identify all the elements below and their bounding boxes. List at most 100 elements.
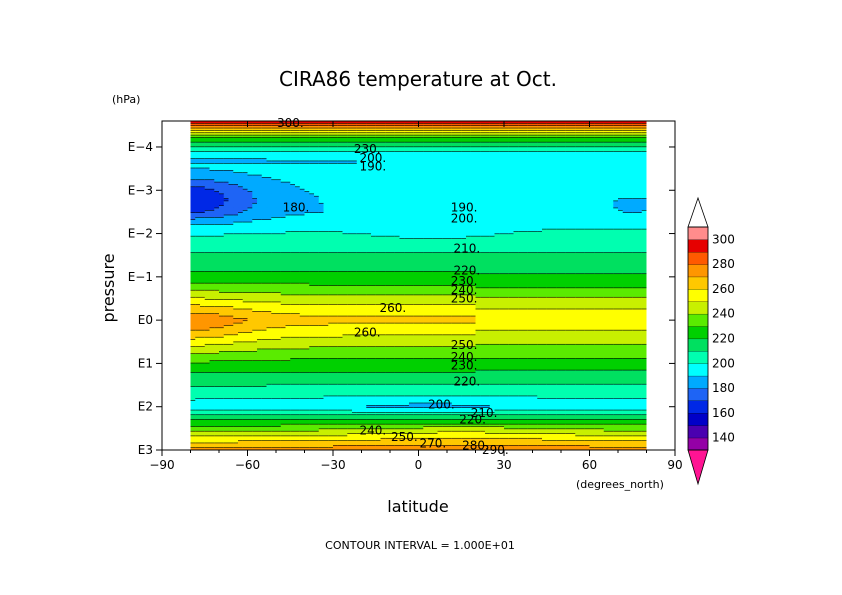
field-cell — [214, 130, 220, 134]
field-cell — [561, 123, 567, 127]
field-cell — [622, 137, 629, 141]
field-cell — [575, 128, 581, 131]
field-cell — [513, 130, 519, 134]
field-cell — [551, 125, 557, 129]
field-cell — [622, 132, 629, 136]
field-cell — [361, 139, 367, 143]
field-cell — [532, 125, 538, 129]
field-cell — [456, 137, 462, 141]
field-cell — [537, 130, 543, 134]
field-cell — [290, 130, 296, 134]
field-cell — [480, 130, 486, 134]
field-cell — [261, 139, 268, 143]
field-cell — [214, 137, 220, 141]
field-cell — [195, 130, 201, 134]
field-cell — [209, 137, 215, 141]
field-cell — [608, 139, 614, 143]
field-cell — [257, 123, 263, 127]
field-cell — [580, 135, 586, 139]
field-cell — [518, 123, 524, 127]
field-cell — [513, 139, 519, 143]
field-cell — [333, 121, 339, 124]
field-cell — [219, 142, 225, 146]
field-cell — [561, 135, 567, 139]
field-cell — [276, 130, 282, 134]
field-cell — [637, 125, 643, 129]
field-cell — [375, 130, 382, 134]
field-cell — [622, 139, 629, 143]
field-cell — [437, 125, 443, 129]
field-cell — [200, 130, 206, 134]
field-cell — [404, 137, 410, 141]
field-cell — [371, 139, 377, 143]
field-cell — [480, 137, 486, 141]
field-cell — [219, 132, 225, 136]
field-cell — [200, 121, 206, 124]
field-cell — [328, 128, 334, 131]
field-cell — [413, 135, 420, 139]
field-cell — [285, 132, 291, 136]
field-cell — [318, 125, 325, 129]
field-cell — [261, 128, 268, 131]
field-cell — [361, 125, 367, 129]
field-cell — [580, 142, 586, 146]
field-cell — [352, 139, 358, 143]
field-cell — [499, 128, 505, 131]
field-cell — [499, 121, 505, 124]
field-cell — [352, 142, 358, 146]
field-cell — [371, 121, 377, 124]
field-cell — [238, 135, 244, 139]
field-cell — [266, 121, 272, 124]
field-cell — [219, 130, 225, 134]
field-cell — [527, 135, 534, 139]
field-cell — [309, 142, 315, 146]
field-cell — [366, 132, 372, 136]
field-cell — [461, 121, 467, 124]
field-cell — [375, 142, 382, 146]
field-cell — [599, 121, 605, 124]
field-cell — [513, 137, 519, 141]
field-cell — [532, 139, 538, 143]
field-cell — [641, 121, 647, 124]
field-cell — [276, 135, 282, 139]
field-cell — [214, 139, 220, 143]
field-cell — [456, 123, 462, 127]
field-cell — [204, 137, 211, 141]
field-cell — [561, 139, 567, 143]
field-cell — [299, 123, 306, 127]
field-cell — [394, 139, 401, 143]
field-cell — [390, 128, 396, 131]
field-cell — [565, 128, 572, 131]
field-cell — [561, 137, 567, 141]
field-cell — [622, 130, 629, 134]
field-cell — [518, 130, 524, 134]
field-cell — [546, 132, 553, 136]
field-cell — [428, 135, 434, 139]
field-cell — [409, 123, 415, 127]
field-cell — [561, 125, 567, 129]
field-cell — [314, 121, 320, 124]
field-cell — [423, 139, 429, 143]
field-cell — [375, 132, 382, 136]
field-cell — [314, 137, 320, 141]
field-cell — [413, 128, 420, 131]
field-cell — [451, 128, 458, 131]
field-cell — [447, 135, 453, 139]
field-cell — [532, 135, 538, 139]
field-cell — [404, 135, 410, 139]
field-cell — [366, 135, 372, 139]
field-cell — [428, 123, 434, 127]
field-cell — [271, 137, 277, 141]
field-cell — [352, 121, 358, 124]
field-cell — [223, 132, 230, 136]
field-cell — [361, 132, 367, 136]
field-cell — [641, 130, 647, 134]
field-cell — [361, 137, 367, 141]
field-cell — [432, 125, 439, 129]
field-cell — [551, 139, 557, 143]
field-cell — [200, 139, 206, 143]
field-cell — [470, 132, 477, 136]
field-cell — [223, 137, 230, 141]
field-cell — [380, 139, 386, 143]
field-cell — [380, 137, 386, 141]
